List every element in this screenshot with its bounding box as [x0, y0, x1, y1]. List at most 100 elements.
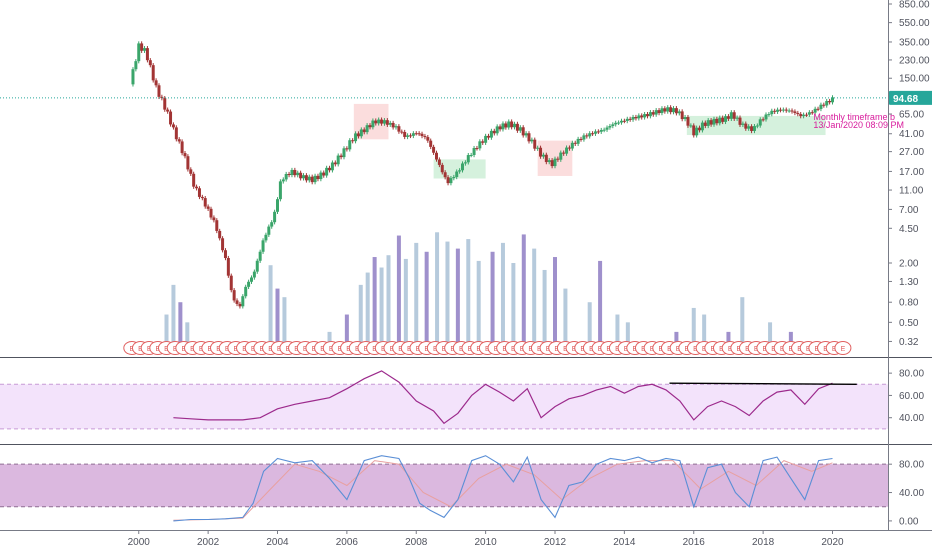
price-tick-label-10: 7.00: [899, 205, 919, 216]
candle-body-0: [131, 69, 135, 85]
volume-bar-40: [740, 297, 745, 352]
annotation-line-1: Monthly timeframe b: [813, 112, 895, 122]
price-tick-label-1: 550.00: [899, 18, 930, 29]
earnings-marker-label-5: E: [173, 346, 178, 353]
candle-body-159: [591, 133, 595, 135]
candle-body-129: [504, 123, 508, 128]
earnings-marker-label-15: E: [260, 346, 265, 353]
price-tick-label-8: 17.00: [899, 167, 924, 178]
volume-bar-1: [164, 314, 169, 352]
volume-bar-17: [414, 242, 419, 352]
earnings-marker-label-34: E: [424, 346, 429, 353]
candle-body-127: [498, 126, 502, 130]
earnings-marker-label-71: E: [745, 346, 750, 353]
candle-body-171: [625, 118, 629, 122]
candle-body-16: [177, 139, 181, 142]
candle-body-99: [417, 133, 421, 135]
volume-bar-6: [275, 288, 280, 352]
candle-body-32: [223, 250, 227, 259]
time-axis[interactable]: 2000 2002 2004 2006 2008 2010 2012 2014 2016 2018…: [128, 530, 844, 548]
candle-body-142: [541, 154, 545, 157]
candle-body-94: [403, 131, 407, 137]
candle-body-88: [385, 120, 389, 125]
time-tick-label-10: 2020: [821, 537, 844, 548]
volume-bar-26: [511, 263, 516, 352]
candle-body-157: [585, 135, 589, 137]
candle-body-220: [767, 114, 771, 116]
candle-body-114: [461, 163, 464, 171]
rsi-axis[interactable]: 80.00 60.00 40.00: [888, 369, 924, 425]
candle-body-111: [452, 176, 456, 179]
volume-bar-41: [768, 322, 773, 352]
candle-body-112: [455, 171, 459, 177]
price-axis[interactable]: 850.00 550.00 350.00 230.00 150.00 65.00 41.00…: [888, 0, 930, 348]
candle-body-37: [238, 303, 242, 307]
candle-body-50: [276, 199, 279, 212]
candle-body-14: [171, 124, 175, 128]
candle-body-23: [197, 188, 201, 197]
candle-body-128: [501, 123, 505, 130]
earnings-marker-label-74: E: [771, 346, 776, 353]
candle-body-8: [154, 80, 158, 86]
candle-body-147: [556, 158, 560, 160]
candle-body-22: [195, 186, 199, 189]
volume-bar-12: [372, 257, 377, 352]
price-tick-label-2: 350.00: [899, 37, 930, 48]
candle-body-25: [203, 198, 207, 207]
earnings-marker-label-23: E: [329, 346, 334, 353]
earnings-marker-label-29: E: [381, 346, 386, 353]
price-tick-label-5: 65.00: [899, 110, 924, 121]
earnings-marker-label-9: E: [208, 346, 213, 353]
candle-body-54: [287, 173, 291, 176]
earnings-marker-label-21: E: [312, 346, 317, 353]
candle-body-83: [371, 120, 375, 128]
candle-body-210: [738, 117, 742, 125]
earnings-marker-label-51: E: [572, 346, 577, 353]
candle-body-86: [380, 119, 384, 124]
candle-body-62: [310, 176, 314, 183]
candle-body-5: [145, 48, 149, 61]
candle-body-200: [709, 120, 713, 125]
candle-body-90: [391, 122, 395, 128]
volume-bar-31: [563, 288, 568, 352]
candle-body-136: [524, 133, 528, 136]
candle-body-103: [429, 140, 433, 147]
candle-body-38: [241, 296, 245, 307]
earnings-marker-label-19: E: [294, 346, 299, 353]
candle-body-207: [729, 112, 733, 119]
candle-body-174: [634, 116, 638, 119]
candle-body-12: [166, 109, 170, 112]
candle-body-218: [761, 119, 765, 121]
stoch-pane[interactable]: [0, 455, 888, 522]
rsi-trend-line[interactable]: [669, 382, 857, 385]
candle-body-217: [758, 119, 762, 126]
candle-body-116: [466, 155, 470, 163]
earnings-marker-label-26: E: [355, 346, 360, 353]
candle-body-101: [423, 136, 427, 138]
candle-body-84: [374, 120, 378, 124]
candle-body-17: [180, 141, 184, 154]
candle-body-80: [362, 129, 366, 133]
earnings-marker-label-72: E: [754, 346, 759, 353]
candle-body-205: [724, 116, 728, 122]
candle-body-98: [414, 133, 418, 135]
candle-body-153: [573, 142, 577, 144]
volume-bar-10: [358, 284, 363, 352]
candle-body-9: [157, 85, 161, 97]
rsi-pane[interactable]: [0, 370, 888, 430]
candle-body-47: [267, 226, 271, 235]
earnings-marker-label-20: E: [303, 346, 308, 353]
candle-body-230: [796, 112, 800, 115]
candle-body-211: [741, 123, 745, 125]
candle-body-34: [229, 275, 233, 291]
earnings-marker-label-70: E: [737, 346, 742, 353]
candle-body-43: [255, 260, 259, 272]
volume-bar-35: [625, 322, 630, 352]
stoch-axis[interactable]: 80.00 40.00 0.00: [888, 460, 924, 528]
candle-body-239: [822, 104, 826, 106]
rsi-tick-label-1: 60.00: [899, 391, 924, 402]
volume-bar-11: [365, 272, 370, 352]
candle-body-18: [183, 153, 187, 157]
